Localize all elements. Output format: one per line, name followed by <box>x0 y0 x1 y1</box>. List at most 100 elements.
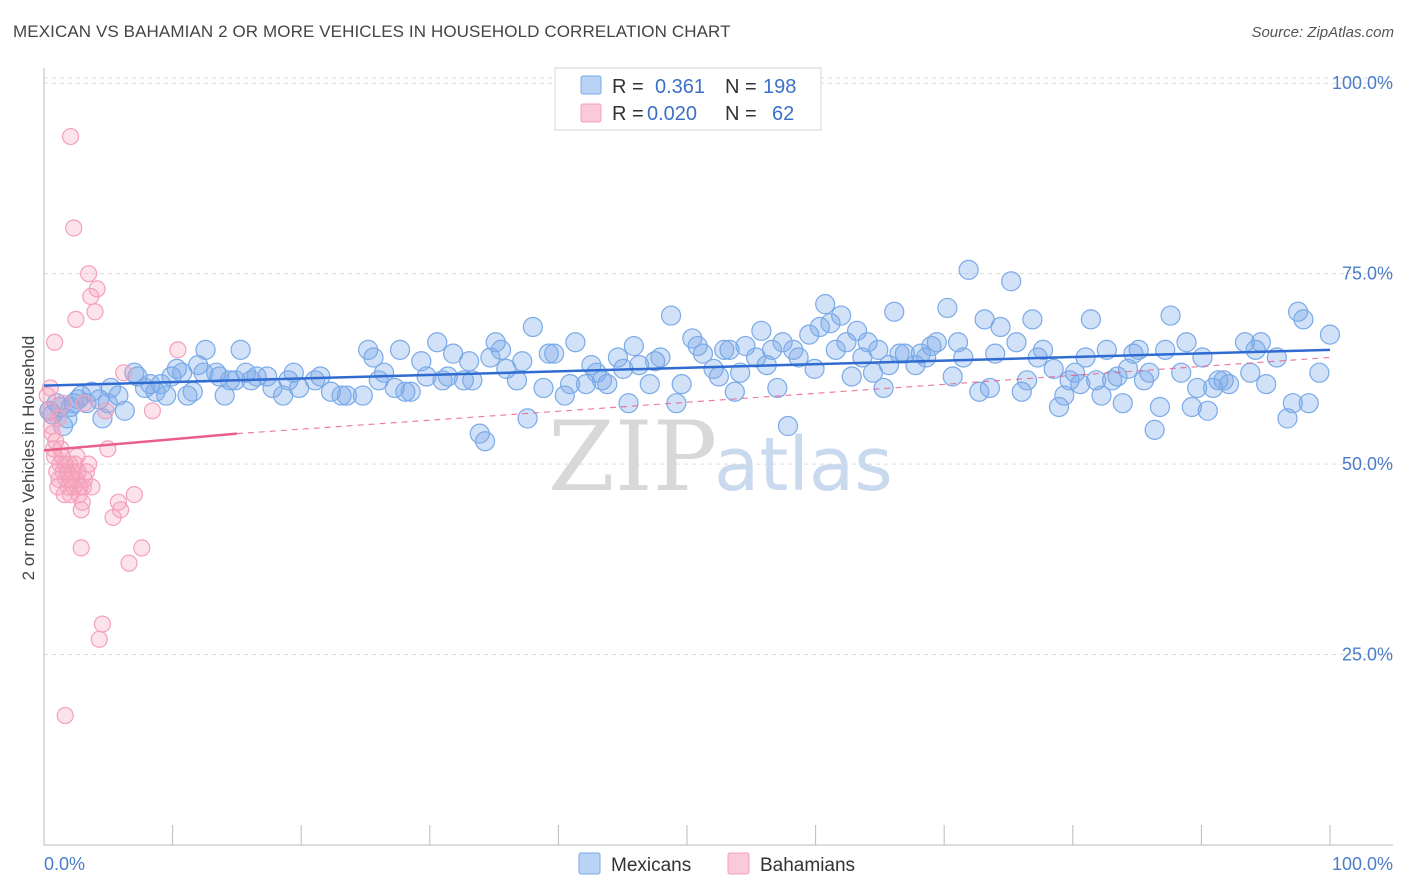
mexicans-point-68 <box>453 370 474 391</box>
bahamians-point-62 <box>169 341 187 359</box>
y-tick-label-75: 75.0% <box>1342 264 1393 284</box>
mexicans-point-69 <box>459 351 480 372</box>
mexicans-point-153 <box>979 377 1001 399</box>
legend-n-label-2: N = <box>725 103 757 125</box>
mexicans-point-94 <box>618 393 639 414</box>
legend-swatch-bahamians <box>580 103 602 123</box>
mexicans-point-81 <box>533 377 554 399</box>
bahamians-point-58 <box>120 554 138 572</box>
mexicans-point-184 <box>1155 339 1176 360</box>
mexicans-point-102 <box>671 374 692 395</box>
mexicans-point-140 <box>894 343 915 364</box>
mexicans-point-174 <box>1102 370 1123 391</box>
chart-title: MEXICAN VS BAHAMIAN 2 OR MORE VEHICLES I… <box>13 22 731 41</box>
legend-r-value-2: 0.020 <box>647 103 697 125</box>
mexicans-point-85 <box>559 374 581 395</box>
mexicans-point-100 <box>660 305 682 326</box>
source-label: Source: ZipAtlas.com <box>1251 24 1394 41</box>
mexicans-point-16 <box>108 385 129 406</box>
mexicans-point-194 <box>1213 370 1234 391</box>
mexicans-point-72 <box>474 431 496 452</box>
mexicans-point-121 <box>788 347 809 368</box>
mexicans-point-195 <box>1218 374 1240 395</box>
mexicans-point-58 <box>384 377 405 399</box>
mexicans-point-149 <box>953 347 974 368</box>
mexicans-point-110 <box>724 381 745 402</box>
mexicans-point-62 <box>411 351 432 372</box>
legend-n-label-1: N = <box>725 76 757 98</box>
mexicans-point-53 <box>352 385 373 406</box>
legend: R = 0.361 N = 198 R = 0.020 N = 62 <box>554 67 822 131</box>
bahamians-point-51 <box>93 615 112 633</box>
bahamians-point-63 <box>56 706 74 725</box>
mexicans-point-137 <box>878 354 900 376</box>
mexicans-point-19 <box>127 366 148 387</box>
mexicans-point-97 <box>639 374 660 395</box>
bahamians-point-44 <box>72 539 90 557</box>
mexicans-point-83 <box>544 343 565 364</box>
mexicans-point-168 <box>1070 374 1091 395</box>
mexicans-point-163 <box>1043 358 1064 379</box>
mexicans-point-80 <box>522 316 543 338</box>
mexicans-point-26 <box>166 358 187 379</box>
mexicans-point-124 <box>809 316 830 338</box>
x-tick-label-min: 0.0% <box>44 854 85 874</box>
mexicans-point-42 <box>257 366 278 387</box>
mexicans-point-181 <box>1139 362 1160 383</box>
mexicans-point-61 <box>400 381 421 402</box>
mexicans-point-51 <box>331 385 352 406</box>
mexicans-point-178 <box>1123 343 1144 364</box>
legend-r-value-1: 0.361 <box>655 76 705 98</box>
mexicans-point-176 <box>1112 393 1133 414</box>
mexicans-point-23 <box>150 374 172 395</box>
y-axis-label: 2 or more Vehicles in Household <box>19 336 38 581</box>
mexicans-point-193 <box>1208 370 1229 391</box>
watermark-atlas: atlas <box>714 422 893 508</box>
mexicans-point-48 <box>304 370 326 391</box>
mexicans-point-156 <box>1001 271 1022 292</box>
mexicans-point-177 <box>1117 358 1139 379</box>
mexicans-point-35 <box>214 385 235 406</box>
mexicans-point-189 <box>1187 377 1208 399</box>
mexicans-point-185 <box>1160 305 1181 326</box>
mexicans-point-142 <box>910 343 931 364</box>
legend-n-value-2: 62 <box>772 103 794 125</box>
mexicans-point-148 <box>947 332 969 353</box>
mexicans-point-66 <box>437 366 458 387</box>
legend-swatch-mexicans <box>580 75 602 95</box>
mexicans-point-28 <box>177 385 198 406</box>
y-tick-labels: 25.0% 50.0% 75.0% 100.0% <box>1332 73 1393 664</box>
mexicans-point-64 <box>427 332 448 353</box>
bahamians-point-2 <box>41 379 59 397</box>
mexicans-point-136 <box>873 377 894 399</box>
bahamians-point-32 <box>73 493 91 511</box>
bottom-legend-swatch-bahamians <box>727 852 750 875</box>
mexicans-point-162 <box>1032 339 1054 360</box>
bahamians-point-46 <box>80 265 98 283</box>
mexicans-point-172 <box>1091 385 1112 406</box>
mexicans-point-32 <box>195 339 216 360</box>
mexicans-point-105 <box>692 343 714 364</box>
bahamians-point-39 <box>49 409 67 428</box>
mexicans-point-126 <box>820 313 841 334</box>
mexicans-point-116 <box>761 339 783 360</box>
series-bahamians-points <box>38 127 187 725</box>
mexicans-point-173 <box>1096 339 1117 360</box>
bahamians-point-49 <box>88 280 106 298</box>
mexicans-point-182 <box>1144 419 1165 440</box>
mexicans-point-147 <box>942 366 963 387</box>
mexicans-point-138 <box>884 301 905 322</box>
mexicans-point-164 <box>1048 396 1070 418</box>
mexicans-point-170 <box>1080 309 1101 330</box>
mexicans-point-187 <box>1176 332 1197 353</box>
mexicans-point-160 <box>1022 309 1043 330</box>
mexicans-point-84 <box>554 385 575 406</box>
bahamians-point-42 <box>65 219 83 237</box>
mexicans-point-111 <box>730 362 751 383</box>
mexicans-point-86 <box>565 332 586 353</box>
mexicans-point-200 <box>1256 374 1277 395</box>
mexicans-point-59 <box>389 339 411 360</box>
mexicans-point-139 <box>889 343 910 364</box>
legend-r-label-1: R = <box>612 76 644 98</box>
